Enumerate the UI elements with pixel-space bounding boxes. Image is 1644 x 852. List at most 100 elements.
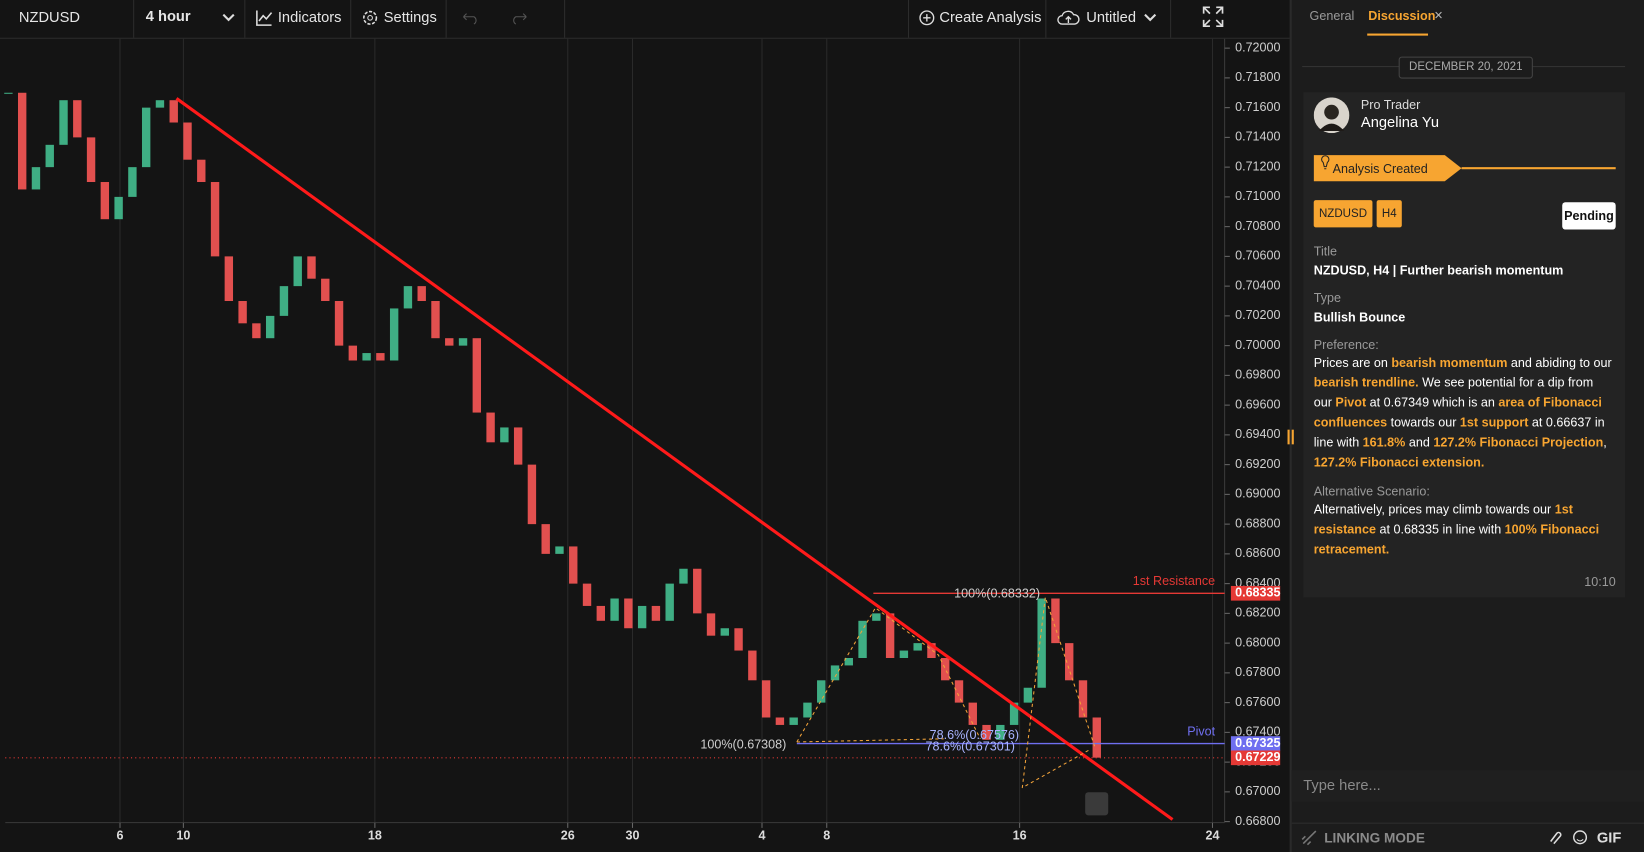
candle (679, 568, 688, 584)
text-run: 127.2% Fibonacci Projection (1433, 434, 1604, 450)
price-badge-label: 0.67325 (1235, 736, 1280, 750)
text-run: and (1405, 434, 1434, 450)
candle (169, 100, 178, 123)
candle (1051, 598, 1060, 644)
y-tick-label: 0.69600 (1235, 397, 1280, 411)
input-placeholder: Type here... (1303, 776, 1381, 794)
alternative-text: Alternatively, prices may climb towards … (1314, 500, 1613, 560)
text-run: Alternatively, prices may climb towards … (1313, 501, 1555, 517)
idea-button[interactable] (1085, 792, 1109, 816)
candle (1065, 643, 1074, 681)
price-line-name: 1st Resistance (1133, 574, 1215, 588)
candle (789, 717, 798, 725)
text-run: at 0.67349 which is an (1366, 395, 1499, 410)
settings-button[interactable]: Settings (383, 8, 437, 26)
y-tick-label: 0.67000 (1235, 784, 1280, 798)
event-banner (1313, 155, 1616, 182)
price-line-name: Pivot (1187, 724, 1215, 738)
y-tick-label: 0.70000 (1235, 338, 1280, 352)
message-input[interactable] (1291, 770, 1644, 802)
tab-active[interactable]: Discussion (1368, 8, 1436, 24)
candle (403, 286, 413, 309)
trendline (175, 97, 1174, 821)
layout-name[interactable]: Untitled (1086, 8, 1136, 26)
text-run: at 0.66637 in line with (1313, 414, 1605, 450)
create-analysis-button[interactable]: Create Analysis (939, 8, 1042, 26)
x-tick-label: 4 (758, 829, 765, 843)
price-badge (1230, 750, 1281, 766)
candle (775, 717, 785, 725)
message-time: 10:10 (1584, 574, 1616, 589)
x-tick-label: 6 (117, 829, 124, 843)
cloud-icon (1057, 10, 1080, 25)
chevron (222, 13, 235, 22)
linking-mode[interactable]: LINKING MODE (1324, 829, 1425, 846)
tag: NZDUSD (1313, 200, 1373, 228)
preference-text: Prices are on bearish momentum and abidi… (1314, 353, 1613, 472)
candle (830, 665, 840, 681)
field-label: Alternative Scenario: (1313, 484, 1430, 499)
candle (238, 301, 247, 324)
candle (293, 256, 302, 287)
separator (1291, 822, 1644, 824)
candle (348, 345, 358, 361)
y-tick-label: 0.71400 (1235, 130, 1280, 144)
text-run: , (1603, 434, 1607, 450)
candle (417, 286, 426, 302)
y-tick-label: 0.67400 (1235, 725, 1280, 739)
indicators-button[interactable]: Indicators (277, 8, 342, 26)
candle (817, 680, 826, 703)
y-tick-label: 0.70200 (1235, 308, 1280, 322)
y-tick-label: 0.68800 (1235, 516, 1280, 530)
close-tab[interactable]: × (1434, 6, 1443, 24)
y-tick-label: 0.69200 (1235, 457, 1280, 471)
price-badge-label: 0.68335 (1235, 586, 1280, 600)
x-tick-label: 10 (176, 829, 190, 843)
resize-handle[interactable] (1287, 429, 1294, 445)
tag: H4 (1376, 200, 1402, 228)
y-tick-label: 0.69000 (1235, 487, 1280, 501)
fib-label: 100%(0.68332) (954, 587, 1040, 601)
gif-button[interactable]: GIF (1596, 828, 1622, 846)
chevron (1144, 13, 1157, 22)
timeframe[interactable]: 4 hour (145, 7, 191, 25)
y-tick-label: 0.68600 (1235, 546, 1280, 560)
candle (941, 657, 950, 681)
settings-icon (363, 10, 378, 25)
text-run: 127.2% Fibonacci extension. (1313, 454, 1485, 470)
chart: 0.668000.670000.672000.674000.676000.678… (4, 37, 1281, 843)
indicators-icon (256, 10, 273, 26)
candle (541, 524, 550, 554)
candle (183, 122, 192, 160)
tab-underline (1367, 33, 1429, 36)
candle (376, 353, 385, 361)
text-run: Pivot (1335, 395, 1367, 410)
attach-emoji[interactable] (1546, 829, 1588, 846)
candle (224, 256, 234, 302)
candle (899, 650, 909, 658)
tab[interactable]: General (1309, 8, 1355, 24)
candle (100, 182, 110, 220)
candle (720, 628, 729, 636)
fullscreen-button[interactable] (1202, 5, 1225, 28)
candle (624, 598, 633, 629)
candle (59, 100, 68, 145)
candle (458, 338, 468, 346)
candle (968, 702, 977, 725)
text-run: at 0.68335 in line with (1375, 521, 1505, 537)
candle (1092, 717, 1101, 758)
undo-redo[interactable] (461, 10, 528, 25)
text-run: We see potential for a dip from our (1313, 375, 1594, 410)
text-run: bearish trendline. (1313, 375, 1419, 390)
candle (982, 724, 991, 740)
candle (913, 643, 922, 651)
text-run: 1st support (1459, 414, 1529, 430)
text-run: towards our (1387, 414, 1460, 430)
x-tick-label: 24 (1205, 829, 1219, 843)
candle (210, 182, 220, 257)
candle (389, 308, 399, 361)
analysis-type: Bullish Bounce (1313, 310, 1406, 325)
candle (45, 144, 54, 168)
symbol[interactable]: NZDUSD (18, 8, 81, 26)
candle (569, 546, 578, 584)
